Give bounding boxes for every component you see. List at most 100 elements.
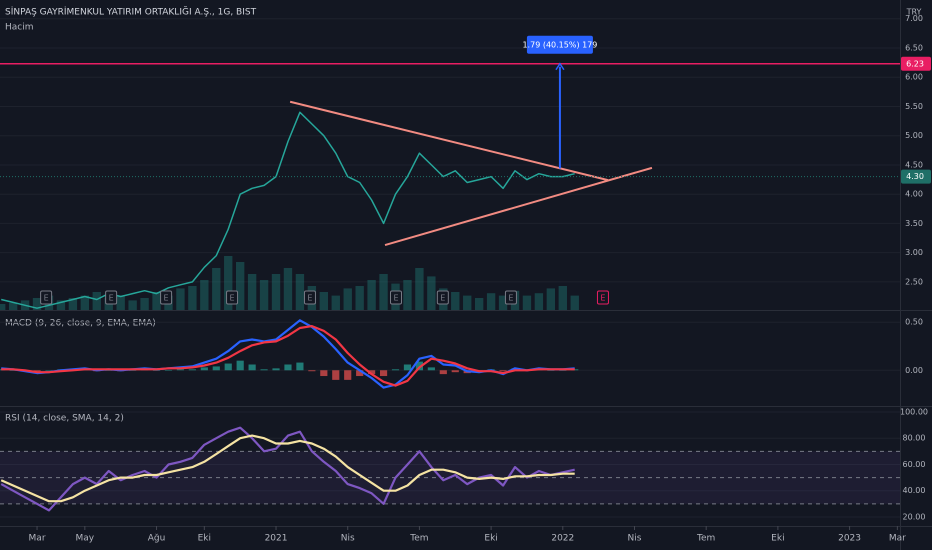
macd-histogram-bar <box>176 369 185 371</box>
macd-histogram-bar <box>164 370 173 371</box>
volume-bar <box>474 298 484 310</box>
volume-bar <box>200 280 209 310</box>
volume-bar <box>224 256 233 310</box>
earnings-label: E <box>230 294 235 303</box>
measure-arrowhead <box>555 62 565 71</box>
macd-histogram-bar <box>559 370 567 371</box>
volume-bar <box>451 292 460 310</box>
macd-histogram-bar <box>391 369 400 371</box>
volume-bar <box>331 295 340 310</box>
volume-bar <box>570 295 579 310</box>
volume-bar <box>116 295 125 310</box>
y-tick-label: 40.00 <box>903 486 926 495</box>
volume-bar <box>56 300 66 310</box>
earnings-marker <box>105 290 118 305</box>
x-tick-label: Mar <box>29 534 46 544</box>
y-tick-label: 3.50 <box>905 219 923 228</box>
macd-histogram-bar <box>308 370 316 372</box>
earnings-marker <box>303 290 316 305</box>
x-tick-label: Mar <box>889 534 906 544</box>
series-line <box>1 111 575 309</box>
volume-bar <box>486 293 496 310</box>
y-tick-label: 6.50 <box>905 43 923 52</box>
volume-bar <box>188 286 197 310</box>
x-tick-label: Ağu <box>148 534 166 544</box>
macd-histogram-bar <box>332 370 340 380</box>
volume-bar <box>546 288 556 310</box>
volume-bar <box>355 286 364 310</box>
volume-bar <box>319 292 329 310</box>
y-tick-label: 0.50 <box>905 318 923 327</box>
earnings-label: E <box>164 294 169 303</box>
y-tick-label: 60.00 <box>903 460 926 469</box>
macd-histogram-bar <box>415 361 423 371</box>
macd-histogram-bar <box>248 364 256 371</box>
trendline <box>384 166 653 247</box>
earnings-marker <box>436 290 449 305</box>
macd-histogram-bar <box>33 370 41 372</box>
y-tick-label: 100.00 <box>900 407 928 416</box>
macd-histogram-bar <box>368 370 376 375</box>
volume-label: Hacim <box>5 23 34 33</box>
volume-bar <box>283 268 293 310</box>
volume-bar <box>0 304 6 310</box>
macd-histogram-bar <box>427 367 435 371</box>
volume-bar <box>235 262 245 310</box>
volume-bar <box>403 280 412 310</box>
y-tick-label: 6.00 <box>905 73 923 82</box>
earnings-label: E <box>393 294 398 303</box>
macd-histogram-bar <box>284 364 292 371</box>
earnings-label: E <box>307 294 312 303</box>
y-tick-label: 20.00 <box>903 512 926 521</box>
x-tick-label: Eki <box>198 534 211 544</box>
macd-histogram-bar <box>224 363 232 371</box>
volume-bar <box>415 268 424 310</box>
price-label-box <box>901 169 931 184</box>
volume-bar <box>259 280 269 310</box>
chart-title: SİNPAŞ GAYRİMENKUL YATIRIM ORTAKLIĞI A.Ş… <box>5 6 257 18</box>
y-tick-label: 2.50 <box>905 277 923 286</box>
macd-histogram-bar <box>344 370 352 380</box>
macd-histogram-bar <box>451 370 459 373</box>
y-tick-label: 7.00 <box>905 14 923 23</box>
price-label: 4.30 <box>906 172 924 181</box>
macd-histogram-bar <box>547 370 555 371</box>
y-tick-label: 3.00 <box>905 248 923 257</box>
macd-histogram-bar <box>45 370 53 371</box>
macd-histogram-bar <box>356 370 364 377</box>
x-tick-label: Tem <box>409 534 428 544</box>
volume-bar <box>92 292 101 310</box>
volume-bar <box>80 295 90 310</box>
macd-histogram-bar <box>320 370 328 377</box>
series-line <box>0 434 575 503</box>
volume-bar <box>534 293 544 310</box>
x-tick-label: 2021 <box>265 534 288 544</box>
volume-bar <box>8 302 18 310</box>
macd-histogram-bar <box>571 369 579 371</box>
volume-bar <box>295 274 305 310</box>
volume-bar <box>367 280 376 310</box>
volume-bar <box>558 286 567 310</box>
x-tick-label: Eki <box>484 534 497 544</box>
macd-histogram-bar <box>260 369 268 371</box>
macd-histogram-bar <box>129 370 137 371</box>
earnings-label: E <box>600 294 605 303</box>
macd-histogram-bar <box>272 368 280 371</box>
price-label-box <box>901 56 931 71</box>
earnings-marker <box>40 290 53 305</box>
measure-label: 1.79 (40.15%) 179 <box>522 40 597 49</box>
volume-bar <box>498 295 508 310</box>
macd-histogram-bar <box>296 362 304 371</box>
volume-bar <box>343 288 352 310</box>
macd-histogram-bar <box>499 370 507 372</box>
volume-bar <box>427 276 436 310</box>
earnings-label: E <box>508 294 513 303</box>
y-tick-label: 0.00 <box>905 366 923 375</box>
y-tick-label: 4.50 <box>905 160 923 169</box>
rsi-title: RSI (14, close, SMA, 14, 2) <box>5 414 124 424</box>
macd-histogram-bar <box>236 360 244 371</box>
y-tick-label: 5.00 <box>905 131 923 140</box>
earnings-label: E <box>109 294 114 303</box>
